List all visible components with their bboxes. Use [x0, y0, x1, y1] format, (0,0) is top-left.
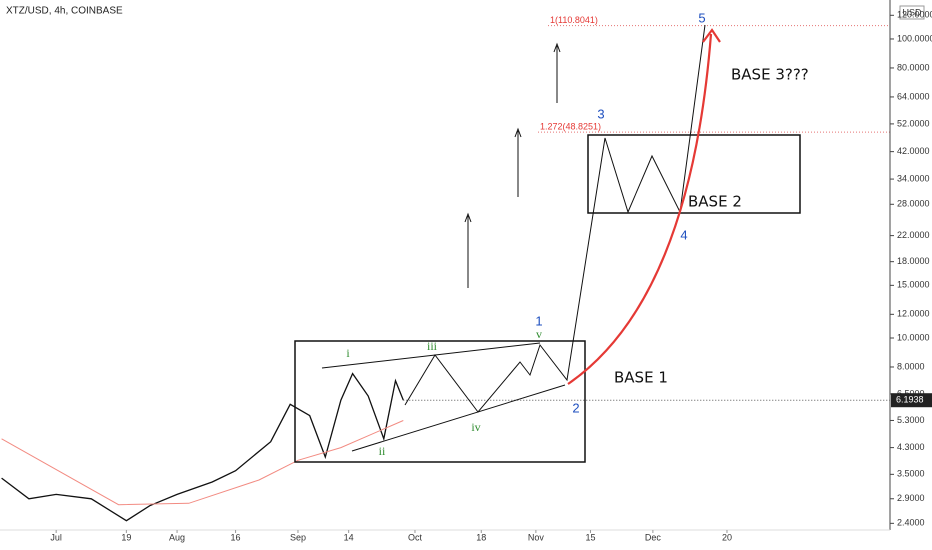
wave-label: 3 [597, 106, 604, 121]
fib-label: 1(110.8041) [550, 15, 598, 25]
currency-label: USD [902, 7, 922, 17]
y-tick-label: 15.0000 [897, 280, 930, 290]
y-tick-label: 28.0000 [897, 199, 930, 209]
up-arrow-head [514, 127, 522, 138]
triangle-top [321, 342, 541, 369]
y-tick-label: 3.5000 [897, 469, 925, 479]
moving-average [1, 420, 404, 506]
x-tick-label: Dec [645, 532, 662, 542]
x-tick-label: Sep [290, 532, 306, 542]
y-tick-label: 120.0000 [897, 10, 932, 20]
y-tick-label: 80.0000 [897, 62, 930, 72]
wave-path [404, 24, 706, 413]
y-tick-label: 18.0000 [897, 256, 930, 266]
x-tick-label: Aug [169, 532, 185, 542]
y-tick-label: 64.0000 [897, 91, 930, 101]
y-tick-label: 34.0000 [897, 173, 930, 183]
y-tick-label: 4.3000 [897, 442, 925, 452]
y-tick-label: 5.3000 [897, 415, 925, 425]
wave-label: 2 [572, 400, 579, 415]
base-2-box [587, 134, 801, 214]
wave-label: iv [471, 420, 480, 434]
drawings [294, 24, 801, 463]
x-tick-label: 15 [585, 532, 595, 542]
triangle-bottom [351, 384, 566, 452]
fib-label: 1.272(48.8251) [540, 121, 601, 131]
annotation: BASE 2 [688, 193, 742, 211]
wave-label: 1 [535, 313, 542, 328]
x-tick-label: Jul [50, 532, 62, 542]
price-line [1, 372, 404, 522]
y-tick-label: 100.0000 [897, 33, 932, 43]
x-tick-label: Oct [408, 532, 423, 542]
x-tick-label: 19 [121, 532, 131, 542]
y-tick-label: 42.0000 [897, 146, 930, 156]
annotation: BASE 3??? [731, 66, 809, 84]
x-tick-label: 18 [476, 532, 486, 542]
x-tick-label: Nov [528, 532, 545, 542]
x-tick-label: 20 [722, 532, 732, 542]
plot-area [1, 25, 890, 522]
wave-label: i [346, 346, 350, 360]
wave-label: v [536, 327, 542, 341]
y-tick-label: 8.0000 [897, 361, 925, 371]
growth-curve [567, 33, 713, 385]
wave-label: 4 [680, 227, 687, 242]
wave-label: 5 [698, 10, 705, 25]
y-tick-label: 12.0000 [897, 309, 930, 319]
wave-label: ii [379, 444, 386, 458]
y-tick-label: 2.4000 [897, 518, 925, 528]
last-price-label: 6.1938 [896, 395, 924, 405]
chart-title: XTZ/USD, 4h, COINBASE [6, 6, 123, 17]
last-price-box [891, 393, 932, 408]
currency-box [899, 5, 925, 20]
growth-curve-head [702, 28, 721, 43]
wave-label: iii [427, 339, 438, 353]
annotation: BASE 1 [614, 369, 668, 387]
x-tick-label: 16 [231, 532, 241, 542]
up-arrow-head [464, 212, 472, 223]
y-tick-label: 10.0000 [897, 332, 930, 342]
x-tick-label: 14 [344, 532, 354, 542]
y-tick-label: 2.9000 [897, 493, 925, 503]
base-1-box [294, 340, 586, 463]
up-arrow-head [553, 42, 561, 53]
y-tick-label: 22.0000 [897, 230, 930, 240]
y-tick-label: 52.0000 [897, 118, 930, 128]
